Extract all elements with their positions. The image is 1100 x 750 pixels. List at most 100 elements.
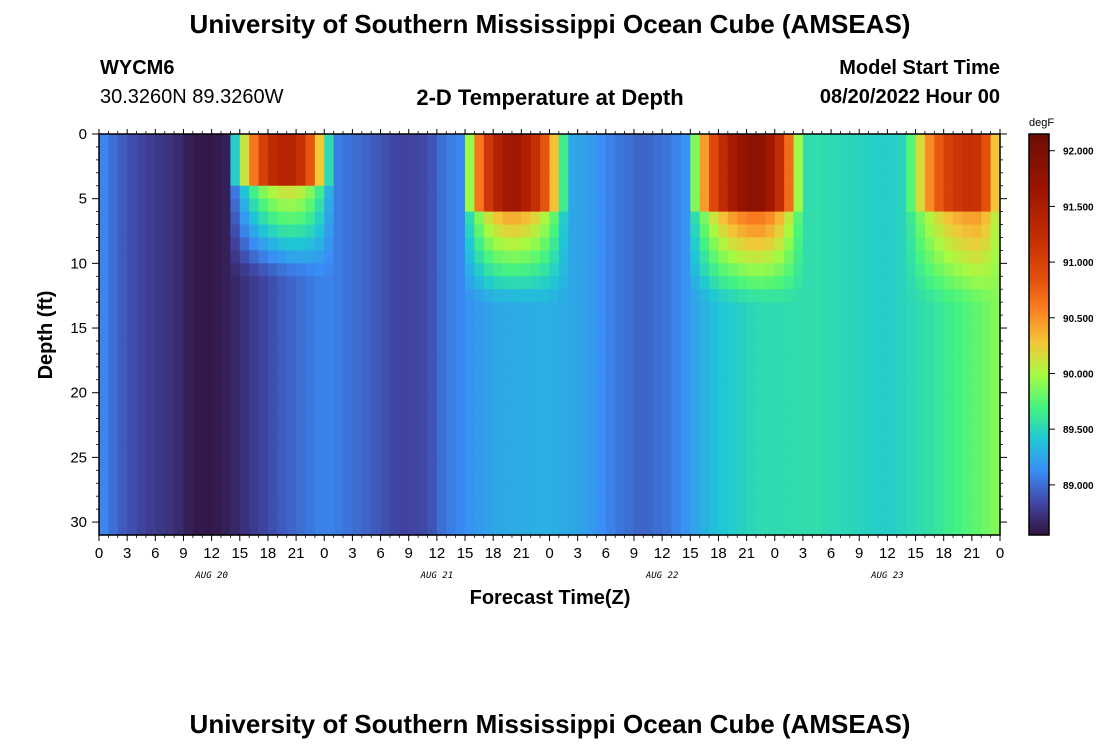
heatmap-cell <box>474 198 485 213</box>
heatmap-cell <box>164 250 175 264</box>
heatmap-cell <box>549 431 560 446</box>
heatmap-cell <box>540 263 551 277</box>
heatmap-cell <box>474 457 485 471</box>
heatmap-cell <box>737 366 748 381</box>
heatmap-cell <box>296 289 307 303</box>
heatmap-cell <box>249 328 260 342</box>
heatmap-cell <box>558 237 569 252</box>
heatmap-cell <box>605 159 616 174</box>
heatmap-cell <box>699 418 710 433</box>
heatmap-cell <box>906 185 917 200</box>
heatmap-cell <box>380 366 391 381</box>
heatmap-cell <box>277 302 288 316</box>
heatmap-cell <box>521 211 532 226</box>
heatmap-cell <box>558 263 569 277</box>
heatmap-cell <box>174 340 185 355</box>
heatmap-cell <box>511 418 522 433</box>
heatmap-cell <box>990 405 1001 420</box>
heatmap-cell <box>239 392 250 407</box>
heatmap-cell <box>831 198 842 213</box>
heatmap-cell <box>699 315 710 329</box>
heatmap-cell <box>192 340 203 355</box>
heatmap-cell <box>802 457 813 471</box>
heatmap-cell <box>117 263 128 277</box>
heatmap-cell <box>802 418 813 433</box>
heatmap-cell <box>953 159 964 174</box>
heatmap-cell <box>183 418 194 433</box>
heatmap-cell <box>868 405 879 420</box>
heatmap-cell <box>690 211 701 226</box>
heatmap-cell <box>868 185 879 200</box>
heatmap-cell <box>427 134 438 148</box>
heatmap-cell <box>502 289 513 303</box>
heatmap-cell <box>127 392 138 407</box>
heatmap-cell <box>596 366 607 381</box>
heatmap-cell <box>155 134 166 148</box>
heatmap-cell <box>192 483 203 497</box>
heatmap-cell <box>446 392 457 407</box>
heatmap-cell <box>887 444 898 458</box>
heatmap-cell <box>859 353 870 368</box>
heatmap-cell <box>709 224 720 239</box>
heatmap-cell <box>662 483 673 497</box>
heatmap-cell <box>915 366 926 381</box>
heatmap-cell <box>108 263 119 277</box>
heatmap-cell <box>202 302 213 316</box>
heatmap-cell <box>192 211 203 226</box>
x-tick-label: 3 <box>348 545 356 562</box>
heatmap-cell <box>587 146 598 161</box>
heatmap-cell <box>943 418 954 433</box>
heatmap-cell <box>324 146 335 161</box>
heatmap-cell <box>887 366 898 381</box>
heatmap-cell <box>662 211 673 226</box>
heatmap-cell <box>155 328 166 342</box>
heatmap-cell <box>314 340 325 355</box>
heatmap-cell <box>981 289 992 303</box>
heatmap-cell <box>136 496 147 510</box>
heatmap-cell <box>727 185 738 200</box>
heatmap-cell <box>117 134 128 148</box>
heatmap-cell <box>221 198 231 213</box>
heatmap-cell <box>615 470 626 484</box>
heatmap-cell <box>99 250 109 264</box>
heatmap-cell <box>211 250 222 264</box>
heatmap-cell <box>258 483 269 497</box>
heatmap-cell <box>671 159 682 174</box>
heatmap-cell <box>108 276 119 290</box>
heatmap-cell <box>211 418 222 433</box>
heatmap-cell <box>652 431 663 446</box>
heatmap-cell <box>465 198 476 213</box>
heatmap-cell <box>924 405 935 420</box>
heatmap-cell <box>249 392 260 407</box>
heatmap-cell <box>465 353 476 368</box>
heatmap-cell <box>389 134 400 148</box>
heatmap-cell <box>436 315 447 329</box>
heatmap-cell <box>943 431 954 446</box>
heatmap-cell <box>399 470 410 484</box>
heatmap-cell <box>849 328 860 342</box>
heatmap-cell <box>493 276 504 290</box>
heatmap-cell <box>662 159 673 174</box>
heatmap-cell <box>868 289 879 303</box>
heatmap-cell <box>971 483 982 497</box>
heatmap-cell <box>718 366 729 381</box>
heatmap-cell <box>709 431 720 446</box>
heatmap-cell <box>286 172 297 187</box>
heatmap-cell <box>352 405 363 420</box>
heatmap-cell <box>662 366 673 381</box>
heatmap-cell <box>859 392 870 407</box>
heatmap-cell <box>633 392 644 407</box>
heatmap-cell <box>671 353 682 368</box>
heatmap-cell <box>333 431 344 446</box>
heatmap-cell <box>314 522 325 536</box>
heatmap-cell <box>971 146 982 161</box>
heatmap-cell <box>174 392 185 407</box>
heatmap-cell <box>361 457 372 471</box>
heatmap-cell <box>352 198 363 213</box>
heatmap-cell <box>699 509 710 523</box>
heatmap-cell <box>793 470 804 484</box>
heatmap-cell <box>943 444 954 458</box>
heatmap-cell <box>427 431 438 446</box>
heatmap-cell <box>765 159 776 174</box>
heatmap-cell <box>690 198 701 213</box>
